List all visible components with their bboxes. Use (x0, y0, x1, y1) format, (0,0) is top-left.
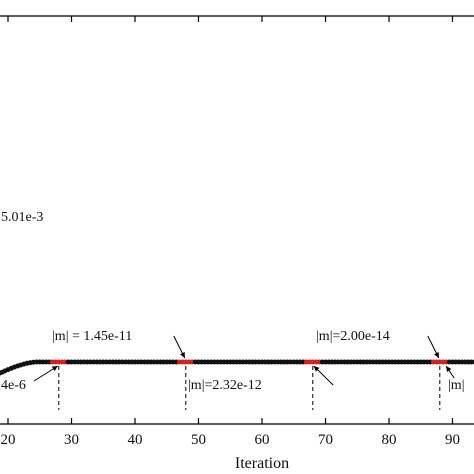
x-tick-labels: 20 30 40 50 60 70 80 90 (1, 432, 461, 448)
series-points (0, 359, 474, 376)
x-tick-label: 20 (1, 432, 16, 448)
annotation-m-2-32e-12: |m|=2.32e-12 (188, 378, 262, 393)
annotation-4e-6: 4e-6 (1, 378, 26, 393)
arrow-head (434, 352, 439, 358)
arrow-head (180, 352, 185, 358)
annotation-m-2-00e-14: |m|=2.00e-14 (316, 329, 390, 344)
x-tick-label: 70 (318, 432, 333, 448)
arrow-head (313, 366, 320, 372)
bottom-tick-marks (7, 418, 454, 424)
annotation-m-1-45e-11: |m| = 1.45e-11 (52, 329, 132, 344)
x-tick-label: 60 (255, 432, 270, 448)
arrow-head (51, 366, 58, 372)
top-tick-marks (7, 16, 454, 22)
arrow-head (446, 366, 452, 372)
x-tick-label: 50 (191, 432, 206, 448)
annotation-guides (33, 335, 455, 410)
annotation-5-01e-3: 5.01e-3 (1, 210, 43, 225)
x-axis-label: Iteration (235, 455, 289, 472)
x-tick-label: 30 (64, 432, 79, 448)
annotation-m-partial: |m| (448, 378, 465, 393)
x-tick-label: 40 (128, 432, 143, 448)
x-tick-label: 80 (382, 432, 397, 448)
x-tick-label: 90 (445, 432, 460, 448)
